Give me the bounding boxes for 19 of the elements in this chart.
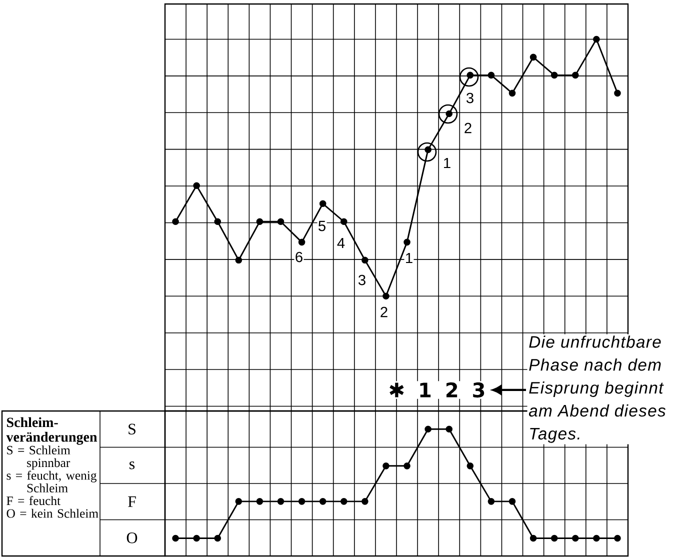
text: O = kein Schleim bbox=[6, 508, 98, 518]
annotation: 1 bbox=[444, 158, 450, 168]
text: F bbox=[128, 496, 136, 507]
annotation: Die unfruchtbare Phase nach dem Eisprung beginnt am Abend dieses Tages. bbox=[528, 336, 666, 443]
annotation: 4 bbox=[337, 238, 345, 248]
text: 2 bbox=[380, 306, 388, 318]
text: s = feucht, wenig Schleim bbox=[6, 470, 97, 492]
text: ✱ 1 2 3 bbox=[390, 382, 484, 398]
annotation: 3 bbox=[358, 274, 366, 286]
annotation: 6 bbox=[296, 252, 302, 262]
text: O bbox=[126, 532, 138, 544]
annotation: 2 bbox=[464, 122, 472, 134]
text: Schleim-veränderungen bbox=[6, 417, 98, 445]
annotation: 3 bbox=[466, 92, 474, 104]
annotation: 5 bbox=[318, 220, 326, 232]
text: s bbox=[130, 462, 135, 470]
annotation: 1 bbox=[406, 252, 412, 264]
text: S bbox=[128, 424, 136, 434]
text: F = feucht bbox=[6, 496, 60, 506]
